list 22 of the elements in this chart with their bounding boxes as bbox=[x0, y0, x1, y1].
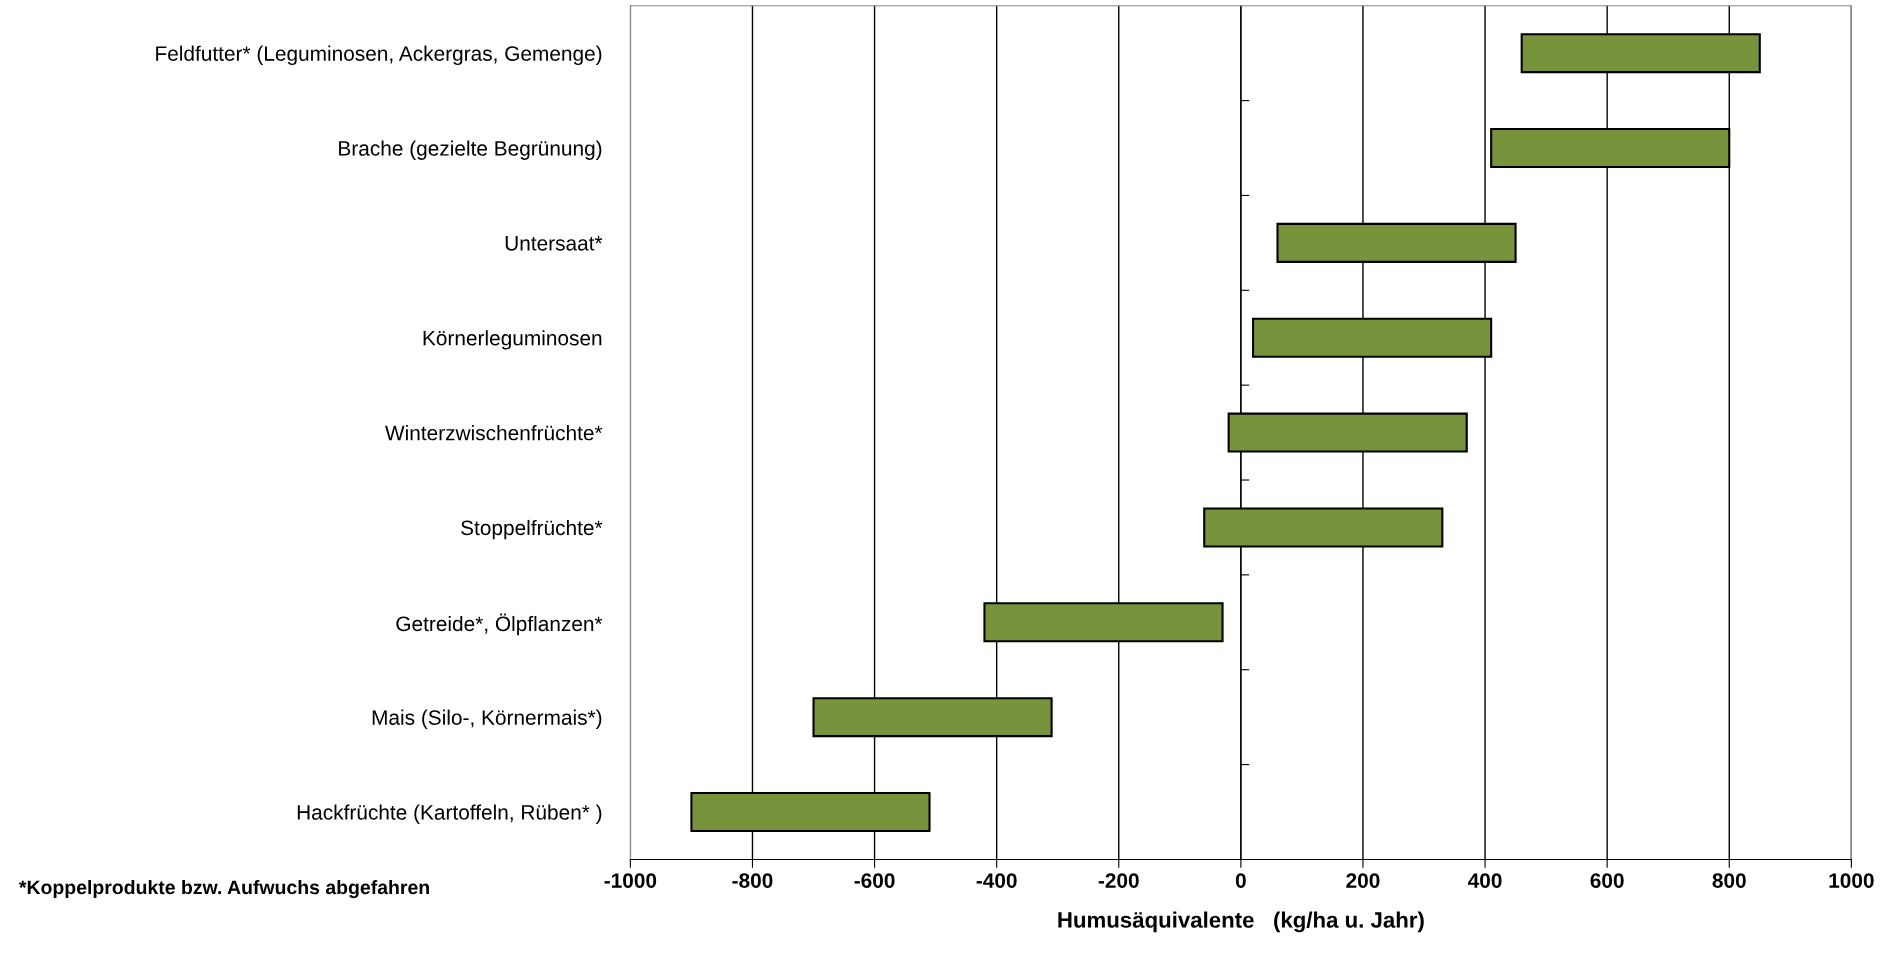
x-tick-label: 0 bbox=[1235, 873, 1246, 888]
y-tick-label: Stoppelfrüchte* bbox=[461, 519, 603, 540]
x-tick-label: -800 bbox=[732, 873, 773, 888]
y-tick-label: Mais (Silo-, Körnermais*) bbox=[372, 709, 602, 730]
x-axis-title: Humusäquivalente (kg/ha u. Jahr) bbox=[1058, 911, 1424, 933]
y-tick-label: Untersaat* bbox=[505, 236, 603, 251]
y-tick-label: Körnerleguminosen bbox=[423, 330, 602, 350]
x-tick-label: -600 bbox=[854, 873, 895, 888]
x-tick-label: 200 bbox=[1346, 873, 1380, 888]
x-tick-label: 400 bbox=[1468, 873, 1502, 888]
y-tick-label: Hackfrüchte (Kartoffeln, Rüben* ) bbox=[297, 804, 602, 824]
y-tick-label: Feldfutter* (Leguminosen, Ackergras, Gemenge) bbox=[156, 45, 602, 66]
x-tick-label: 600 bbox=[1590, 873, 1624, 888]
x-tick-label: -400 bbox=[976, 873, 1017, 888]
x-tick-label: -200 bbox=[1098, 873, 1139, 888]
text: *Koppelprodukte bzw. Aufwuchs abgefahren bbox=[18, 879, 429, 899]
x-tick-label: 1000 bbox=[1829, 873, 1874, 888]
y-tick-label: Getreide*, Ölpflanzen* bbox=[396, 613, 603, 636]
y-tick-label: Winterzwischenfrüchte* bbox=[385, 425, 603, 441]
x-tick-label: -1000 bbox=[604, 873, 657, 888]
x-tick-label: 800 bbox=[1712, 873, 1746, 888]
y-tick-label: Brache (gezielte Begrünung) bbox=[339, 140, 602, 160]
